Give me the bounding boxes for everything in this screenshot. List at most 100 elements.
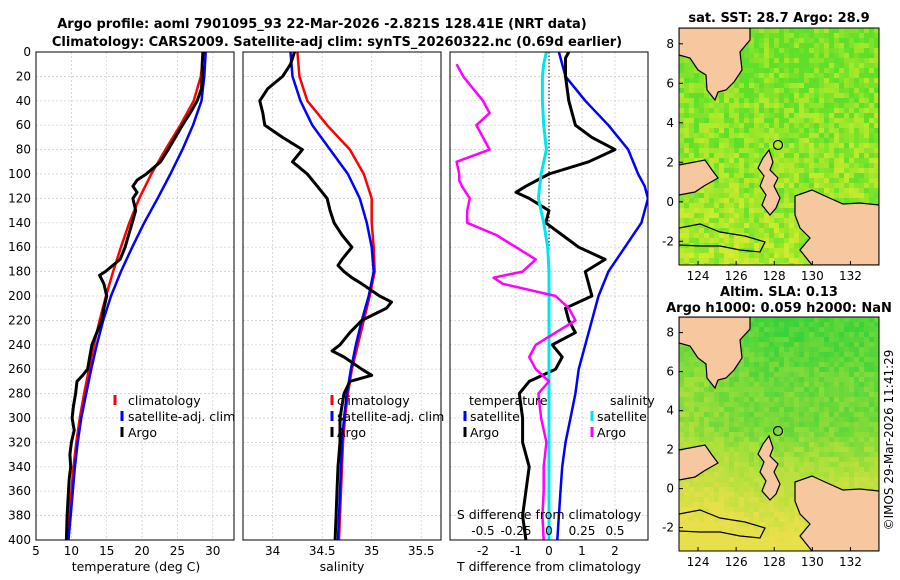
map-cell [779,118,785,124]
map-cell [839,48,845,54]
map-cell [714,138,720,144]
map-cell [684,83,690,89]
map-cell [829,327,835,333]
map-cell [859,392,865,398]
map-cell [694,68,700,74]
map-cell [759,317,765,323]
map-cell [834,163,840,169]
map-cell [719,442,725,448]
map-cell [839,327,845,333]
map-cell [734,382,740,388]
map-cell [769,372,775,378]
map-cell [729,178,735,184]
map-cell [739,462,745,468]
map-cell [764,63,770,69]
map-cell [754,113,760,119]
map-cell [844,118,850,124]
map-cell [784,332,790,338]
map-cell [744,497,750,503]
map-cell [694,442,700,448]
map-cell [719,93,725,99]
map-cell [769,532,775,538]
map-cell [864,198,870,204]
map-cell [774,133,780,139]
map-cell [739,377,745,383]
map-cell [699,248,705,254]
map-cell [714,472,720,478]
map-cell [774,407,780,413]
map-cell [679,58,685,64]
map-cell [839,163,845,169]
difference-legend: temperature satellite Argo salinity sate… [463,393,655,440]
map-cell [789,517,795,523]
map-cell [859,437,865,443]
map-cell [734,407,740,413]
map-cell [694,133,700,139]
map-cell [704,532,710,538]
map-cell [829,317,835,323]
map-cell [709,542,715,548]
map-cell [864,332,870,338]
map-cell [859,58,865,64]
map-cell [729,507,735,513]
map-cell [779,183,785,189]
map-cell [744,148,750,154]
map-cell [744,223,750,229]
map-cell [744,73,750,79]
map-cell [714,203,720,209]
map-cell [839,437,845,443]
map-cell [794,28,800,34]
map-cell [769,407,775,413]
map-cell [694,487,700,493]
map-cell [809,68,815,74]
map-cell [764,532,770,538]
map-cell [749,402,755,408]
map-cell [724,108,730,114]
map-cell [724,168,730,174]
map-cell [809,397,815,403]
map-cell [859,462,865,468]
map-cell [829,347,835,353]
map-cell [804,407,810,413]
map-cell [774,253,780,259]
map-cell [729,497,735,503]
map-cell [754,248,760,254]
map-cell [744,118,750,124]
map-cell [784,387,790,393]
map-cell [719,507,725,513]
map-cell [744,382,750,388]
map-cell [754,402,760,408]
map-cell [854,188,860,194]
map-cell [749,78,755,84]
map-cell [714,447,720,453]
map-cell [839,417,845,423]
map-cell [839,372,845,378]
map-cell [779,332,785,338]
map-cell [809,168,815,174]
map-cell [714,527,720,533]
map-cell [749,412,755,418]
map-cell [729,432,735,438]
map-cell [694,397,700,403]
map-cell [749,317,755,323]
map-cell [709,472,715,478]
map-cell [789,337,795,343]
map-cell [844,98,850,104]
map-cell [874,462,879,468]
map-cell [854,327,860,333]
map-cell [804,128,810,134]
map-cell [689,437,695,443]
map-cell [709,507,715,513]
map-cell [784,228,790,234]
map-cell [724,203,730,209]
map-cell [699,532,705,538]
map-cell [824,83,830,89]
map-cell [864,397,870,403]
map-cell [814,352,820,358]
map-cell [874,432,879,438]
map-cell [789,472,795,478]
map-cell [724,178,730,184]
map-cell [779,377,785,383]
map-cell [774,233,780,239]
